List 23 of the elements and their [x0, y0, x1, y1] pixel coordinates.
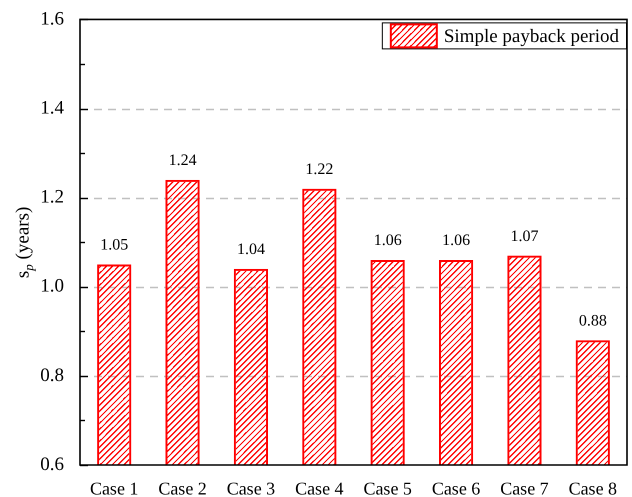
y-tick-label: 1.4: [40, 98, 64, 119]
data-label: 1.24: [168, 152, 197, 170]
data-label: 1.05: [100, 236, 128, 254]
x-tick-label: Case 8: [568, 478, 618, 497]
x-tick-label: Case 7: [500, 478, 549, 497]
data-label: 1.07: [510, 228, 538, 245]
data-label: 1.04: [236, 241, 265, 258]
y-tick-label: 0.6: [40, 454, 64, 475]
x-tick-label: Case 6: [432, 478, 480, 497]
x-tick-label: Case 1: [90, 478, 138, 497]
x-tick-label: Case 4: [295, 478, 344, 497]
y-tick-label: 0.8: [40, 364, 64, 386]
x-tick-label: Case 3: [226, 478, 276, 497]
y-tick-label: 1.2: [40, 186, 64, 208]
data-label: 0.88: [578, 312, 607, 330]
x-tick-label: Case 2: [158, 478, 207, 497]
data-label: 1.06: [374, 232, 402, 250]
legend-label: Simple payback period: [444, 26, 620, 47]
data-label: 1.22: [305, 160, 334, 178]
x-tick-label: Case 5: [363, 478, 412, 497]
y-tick-label: 1.6: [40, 8, 64, 30]
data-label: 1.06: [442, 232, 470, 250]
y-tick-label: 1.0: [40, 276, 64, 297]
